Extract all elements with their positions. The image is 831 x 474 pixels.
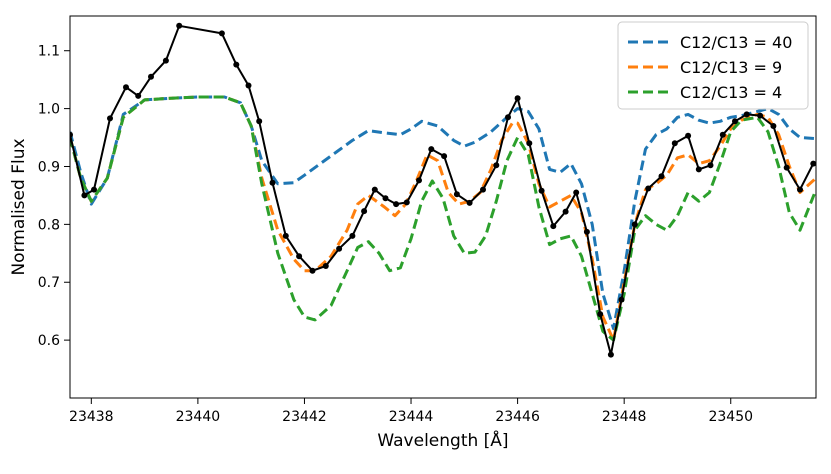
- observed-data-point: [645, 185, 652, 192]
- observed-data-point: [296, 253, 303, 260]
- x-axis-ticks: 23438 23440 23442 23444 23446 23448 23450: [69, 398, 753, 425]
- observed-data-point: [583, 228, 590, 235]
- y-tick-label: 0.8: [38, 217, 60, 233]
- observed-data-point: [282, 232, 289, 239]
- observed-data-point: [107, 115, 113, 122]
- series-layer: [70, 22, 816, 358]
- observed-data-point: [176, 22, 183, 29]
- legend-label: C12/C13 = 40: [680, 33, 792, 52]
- observed-data-point: [695, 166, 702, 173]
- observed-data-point: [538, 187, 545, 194]
- observed-data-point: [514, 95, 521, 102]
- observed-data-point: [743, 111, 750, 118]
- x-tick-label: 23450: [708, 409, 753, 425]
- observed-data-point: [493, 162, 500, 169]
- observed-data-point: [416, 177, 422, 184]
- observed-data-point: [148, 73, 154, 80]
- observed-data-point: [81, 192, 88, 199]
- y-tick-label: 0.9: [38, 159, 60, 175]
- observed-data-point: [123, 84, 129, 91]
- observed-data-point: [269, 179, 276, 186]
- observed-data-point: [322, 263, 329, 269]
- observed-data-point: [618, 296, 625, 303]
- observed-data-point: [256, 118, 263, 125]
- plot-frame: [69, 15, 817, 399]
- x-tick-label: 23440: [176, 409, 221, 425]
- observed-data-point: [797, 186, 803, 193]
- observed-data-point: [526, 140, 533, 147]
- observed-data-point: [428, 146, 435, 153]
- observed-data-point: [382, 195, 389, 202]
- legend-box: [617, 21, 809, 110]
- observed-data-point: [597, 311, 604, 318]
- y-tick-label: 0.7: [38, 275, 60, 291]
- x-tick-label: 23442: [282, 409, 327, 425]
- y-axis-ticks: 0.6 0.7 0.8 0.9 1.0 1.1: [38, 44, 70, 349]
- observed-data-point: [573, 189, 580, 196]
- x-tick-label: 23438: [69, 409, 114, 425]
- observed-data-point: [480, 186, 486, 193]
- observed-data-point: [233, 61, 240, 68]
- observed-data-point: [309, 267, 316, 274]
- observed-data-point: [361, 208, 368, 215]
- observed-data-point: [371, 186, 378, 193]
- observed-data-point: [505, 114, 511, 121]
- observed-data-point: [245, 82, 252, 89]
- observed-data-point: [757, 112, 764, 119]
- observed-data-point: [91, 186, 97, 193]
- observed-data-point: [441, 153, 448, 160]
- x-tick-label: 23448: [602, 409, 647, 425]
- observed-data-point: [732, 118, 738, 125]
- observed-data-point: [685, 132, 692, 139]
- observed-data-point: [707, 162, 714, 169]
- legend: C12/C13 = 40 C12/C13 = 9 C12/C13 = 4: [617, 21, 809, 110]
- observed-data-point: [719, 131, 726, 138]
- x-axis-label: Wavelength [Å]: [377, 429, 508, 451]
- observed-data-point: [631, 221, 638, 228]
- observed-data-point: [70, 131, 73, 138]
- y-tick-label: 1.1: [38, 44, 60, 60]
- observed-data-point: [218, 30, 225, 37]
- observed-data-point: [810, 160, 816, 167]
- observed-data-point: [658, 173, 665, 180]
- observed-data-point: [466, 199, 473, 206]
- observed-data-point: [403, 199, 410, 206]
- observed-data-point: [336, 245, 343, 252]
- observed-data-point: [607, 351, 614, 358]
- x-tick-label: 23446: [495, 409, 540, 425]
- observed-spectrum-line: [70, 24, 815, 356]
- observed-data-point: [562, 208, 569, 215]
- legend-label: C12/C13 = 4: [680, 83, 782, 102]
- observed-data-point: [783, 164, 790, 171]
- observed-data-point: [671, 140, 678, 147]
- observed-data-point: [135, 92, 142, 99]
- y-axis-label: Normalised Flux: [9, 138, 29, 275]
- observed-data-point: [162, 57, 169, 64]
- observed-data-point: [770, 123, 777, 129]
- observed-data-point: [550, 223, 557, 230]
- model-line-3: [70, 95, 816, 342]
- legend-label: C12/C13 = 9: [680, 58, 782, 77]
- observed-data-point: [453, 191, 460, 198]
- observed-data-point: [393, 201, 400, 208]
- y-tick-label: 1.0: [38, 102, 60, 118]
- y-tick-label: 0.6: [38, 333, 60, 349]
- x-tick-label: 23444: [389, 409, 434, 425]
- observed-data-point: [349, 232, 356, 239]
